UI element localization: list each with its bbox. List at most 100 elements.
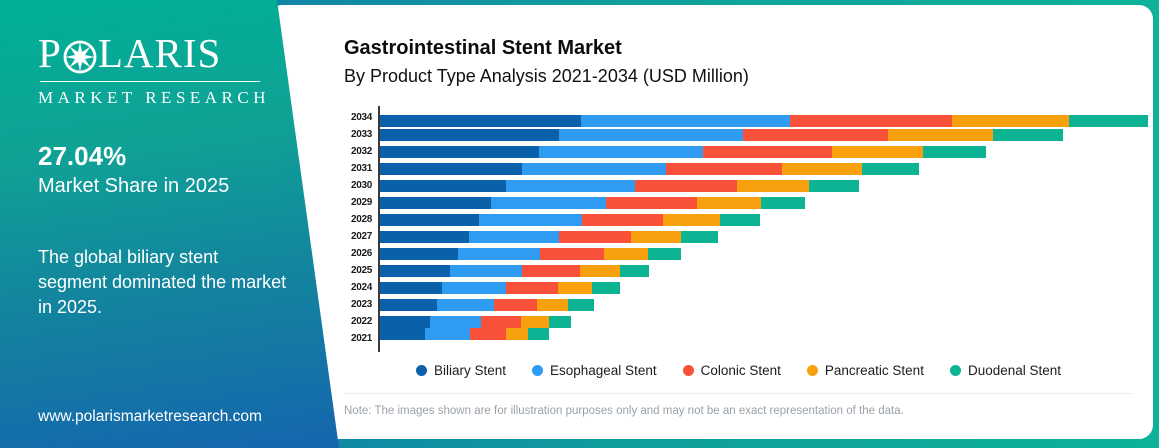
- bar-row-2022: 2022: [344, 313, 1133, 330]
- bar-row-2029: 2029: [344, 194, 1133, 211]
- chart-legend: Biliary Stent Esophageal Stent Colonic Ste…: [344, 363, 1133, 378]
- bar-segment-colonic-stent: [790, 114, 952, 127]
- legend-dot-icon: [682, 365, 694, 376]
- year-label: 2028: [350, 214, 372, 225]
- bar-segment-esophageal-stent: [430, 315, 481, 328]
- bar-row-2031: 2031: [344, 160, 1133, 177]
- market-share-value: 27.04%: [38, 141, 127, 171]
- bar-segment-pancreatic-stent: [580, 264, 620, 277]
- bar-segment-biliary-stent: [380, 281, 442, 294]
- logo-letter-p: P: [38, 30, 62, 76]
- bar-track: [378, 296, 1133, 313]
- bar-segment-pancreatic-stent: [888, 128, 993, 141]
- disclaimer-note: Note: The images shown are for illustrat…: [344, 393, 1133, 417]
- bar-row-2021: 2021: [344, 325, 1133, 352]
- legend-label: Biliary Stent: [433, 363, 506, 378]
- website-link[interactable]: www.polarismarketresearch.com: [38, 408, 262, 425]
- legend-label: Colonic Stent: [700, 363, 781, 378]
- legend-dot-icon: [415, 365, 427, 376]
- bar-track: [378, 313, 1133, 330]
- bar-segment-pancreatic-stent: [604, 247, 648, 260]
- market-share-label: Market Share in 2025: [38, 175, 230, 197]
- bar-segment-biliary-stent: [380, 298, 437, 311]
- polaris-logo: P LARIS MARKET RESEARCH: [38, 30, 271, 108]
- logo-wordmark: P LARIS: [38, 30, 260, 76]
- compass-star-icon: [63, 37, 97, 74]
- legend-dot-icon: [806, 365, 818, 376]
- bar-track: [378, 143, 1133, 160]
- bar-segment-pancreatic-stent: [663, 213, 720, 226]
- bar-track: [378, 211, 1133, 228]
- bar-chart-rows: 2034 2033 2032 2031 2030 2029 2028 2027 2026 2025…: [344, 106, 1148, 352]
- bar-row-2024: 2024: [344, 279, 1133, 296]
- bar-segment-colonic-stent: [582, 213, 663, 226]
- bar-segment-esophageal-stent: [559, 128, 743, 141]
- bar-segment-pancreatic-stent: [506, 327, 528, 340]
- bar-segment-colonic-stent: [635, 179, 737, 192]
- bar-segment-duodenal-stent: [862, 162, 919, 175]
- bar-segment-pancreatic-stent: [631, 230, 681, 243]
- market-description: The global biliary stent segment dominat…: [38, 247, 287, 317]
- bar-segment-esophageal-stent: [458, 247, 540, 260]
- bar-segment-esophageal-stent: [491, 196, 606, 209]
- legend-item-esophageal-stent: Esophageal Stent: [532, 363, 657, 378]
- bar-segment-pancreatic-stent: [537, 298, 568, 311]
- bar-segment-duodenal-stent: [761, 196, 805, 209]
- bar-segment-biliary-stent: [380, 327, 425, 340]
- bar-track: [378, 245, 1133, 262]
- bar-track: [378, 228, 1133, 245]
- bar-segment-biliary-stent: [380, 247, 458, 260]
- year-label: 2034: [350, 112, 372, 123]
- bar-row-2026: 2026: [344, 245, 1133, 262]
- bar-track: [378, 126, 1133, 143]
- bar-segment-duodenal-stent: [568, 298, 594, 311]
- bar-row-2034: 2034: [344, 106, 1148, 129]
- bar-segment-biliary-stent: [380, 230, 469, 243]
- content-card: Gastrointestinal Stent Market By Product…: [268, 5, 1153, 439]
- bar-segment-duodenal-stent: [648, 247, 681, 260]
- year-label: 2024: [350, 282, 372, 293]
- bar-track: [378, 194, 1133, 211]
- bar-segment-colonic-stent: [703, 145, 832, 158]
- bar-segment-biliary-stent: [380, 196, 491, 209]
- page-title: Gastrointestinal Stent Market: [344, 37, 622, 59]
- bar-row-2027: 2027: [344, 228, 1133, 245]
- year-label: 2023: [350, 299, 372, 310]
- legend-item-colonic-stent: Colonic Stent: [682, 363, 781, 378]
- bar-segment-pancreatic-stent: [832, 145, 923, 158]
- bar-row-2025: 2025: [344, 262, 1133, 279]
- bar-segment-duodenal-stent: [528, 327, 549, 340]
- stacked-bar-chart: 2034 2033 2032 2031 2030 2029 2028 2027 2026 2025…: [344, 106, 1148, 378]
- bar-segment-esophageal-stent: [479, 213, 582, 226]
- bar-segment-colonic-stent: [470, 327, 506, 340]
- year-label: 2029: [350, 197, 372, 208]
- year-label: 2027: [350, 231, 372, 242]
- logo-divider: [40, 81, 260, 82]
- bar-segment-esophageal-stent: [522, 162, 666, 175]
- logo-subtitle: MARKET RESEARCH: [38, 88, 271, 107]
- bar-segment-biliary-stent: [380, 315, 430, 328]
- bar-segment-duodenal-stent: [592, 281, 620, 294]
- bar-segment-duodenal-stent: [549, 315, 571, 328]
- year-label: 2031: [350, 163, 372, 174]
- bar-segment-esophageal-stent: [506, 179, 635, 192]
- bar-segment-colonic-stent: [494, 298, 537, 311]
- year-label: 2032: [350, 146, 372, 157]
- bar-segment-biliary-stent: [380, 162, 522, 175]
- year-label: 2022: [350, 316, 372, 327]
- bar-segment-colonic-stent: [559, 230, 631, 243]
- bar-segment-esophageal-stent: [442, 281, 506, 294]
- bar-segment-duodenal-stent: [620, 264, 649, 277]
- year-label: 2030: [350, 180, 372, 191]
- legend-item-pancreatic-stent: Pancreatic Stent: [806, 363, 924, 378]
- bar-segment-biliary-stent: [380, 179, 506, 192]
- legend-dot-icon: [532, 365, 543, 376]
- bar-track: [378, 325, 1133, 352]
- bar-segment-esophageal-stent: [450, 264, 522, 277]
- bar-segment-colonic-stent: [522, 264, 580, 277]
- bar-segment-pancreatic-stent: [521, 315, 549, 328]
- bar-track: [378, 262, 1133, 279]
- legend-item-biliary-stent: Biliary Stent: [415, 363, 506, 378]
- logo-letters-rest: LARIS: [97, 30, 222, 76]
- year-label: 2033: [350, 129, 372, 140]
